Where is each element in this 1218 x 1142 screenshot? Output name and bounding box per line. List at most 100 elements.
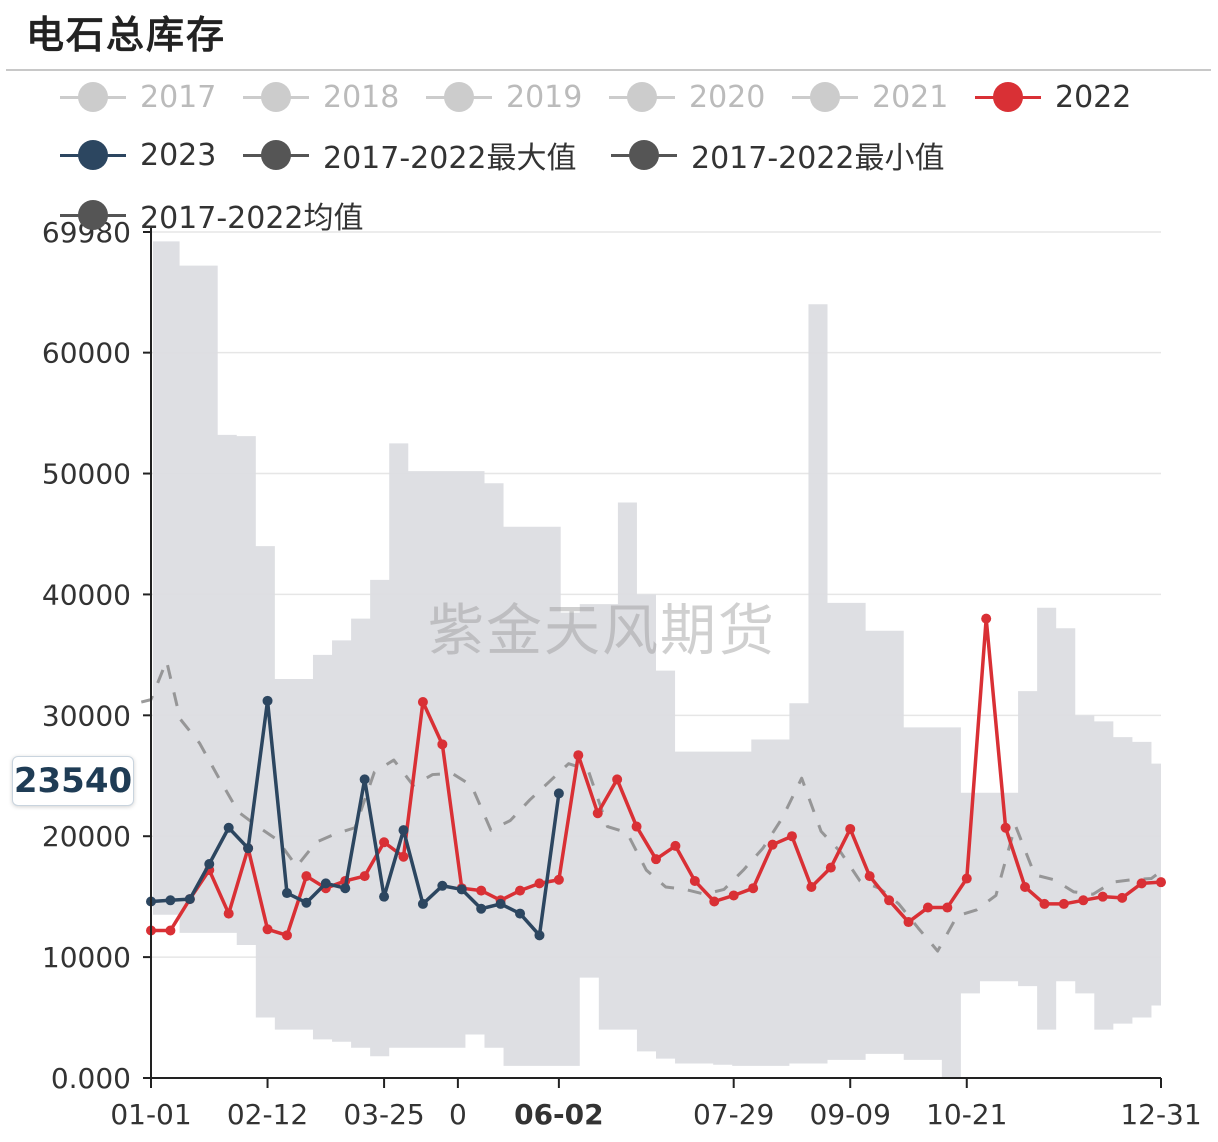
series-line-2023 xyxy=(150,699,561,938)
data-point-2023 xyxy=(204,859,215,870)
data-point-2022 xyxy=(573,750,584,761)
legend-marker-icon xyxy=(426,77,492,117)
data-point-2022 xyxy=(1097,891,1108,902)
legend-label: 2019 xyxy=(506,79,583,115)
data-point-2022 xyxy=(612,774,623,785)
y-tick-label: 10000 xyxy=(42,941,131,974)
data-point-2022 xyxy=(825,862,836,873)
data-point-2023 xyxy=(165,895,176,906)
legend-item-2022[interactable]: 2022 xyxy=(975,77,1131,117)
data-point-2022 xyxy=(670,840,681,851)
legend-item-2018[interactable]: 2018 xyxy=(243,77,399,117)
data-point-2023 xyxy=(184,894,195,905)
data-point-2022 xyxy=(942,902,953,913)
data-point-2022 xyxy=(1156,877,1166,888)
x-tick-label: 03-25 xyxy=(343,1098,424,1131)
data-point-2022 xyxy=(281,930,292,941)
data-point-2022 xyxy=(301,871,312,882)
legend-item-2019[interactable]: 2019 xyxy=(426,77,582,117)
data-point-2023 xyxy=(417,898,428,909)
data-point-2022 xyxy=(806,881,817,892)
x-tick-label: 0 xyxy=(449,1098,467,1131)
data-point-2023 xyxy=(359,774,370,785)
data-point-2022 xyxy=(1136,878,1147,889)
data-point-2022 xyxy=(1020,881,1031,892)
legend-item-2017-2022最大值[interactable]: 2017-2022最大值 xyxy=(243,135,577,176)
data-point-2022 xyxy=(223,908,234,919)
y-tick-label: 0.000 xyxy=(51,1062,131,1095)
data-point-2022 xyxy=(553,874,564,885)
data-point-2022 xyxy=(1078,895,1089,906)
data-point-2022 xyxy=(592,808,603,819)
data-point-2022 xyxy=(709,896,720,907)
legend-marker-icon xyxy=(60,135,126,175)
data-point-2023 xyxy=(437,880,448,891)
data-point-2022 xyxy=(1117,892,1128,903)
title-divider xyxy=(6,69,1211,71)
legend-label: 2023 xyxy=(140,137,217,173)
data-point-2023 xyxy=(320,878,331,889)
y-tick-label: 60000 xyxy=(42,337,131,370)
x-tick-label: 02-12 xyxy=(227,1098,308,1131)
data-point-2022 xyxy=(417,697,428,708)
data-point-2022 xyxy=(398,851,409,862)
data-point-2022 xyxy=(476,885,487,896)
data-point-2022 xyxy=(748,883,759,894)
legend-label: 2018 xyxy=(323,79,400,115)
legend-item-2017-2022均值[interactable]: 2017-2022均值 xyxy=(60,195,364,236)
y-tick-label: 50000 xyxy=(42,458,131,491)
legend-marker-icon xyxy=(243,135,309,175)
data-point-2022 xyxy=(437,739,448,750)
x-tick-label: 06-02 xyxy=(514,1098,604,1131)
legend-label: 2017 xyxy=(140,79,217,115)
legend-label: 2017-2022最小值 xyxy=(691,141,945,176)
data-point-2023 xyxy=(456,884,467,895)
legend-marker-icon xyxy=(609,77,675,117)
legend: 2017 2018 2019 2020 2021 2022 2023 2017-2022最大值… xyxy=(0,0,1218,250)
legend-item-2020[interactable]: 2020 xyxy=(609,77,765,117)
data-point-2022 xyxy=(359,871,370,882)
legend-label: 2017-2022均值 xyxy=(140,201,364,236)
legend-item-2021[interactable]: 2021 xyxy=(792,77,948,117)
data-point-2022 xyxy=(651,854,661,865)
legend-item-2017[interactable]: 2017 xyxy=(60,77,216,117)
watermark: 紫金天风期货 xyxy=(428,599,776,664)
data-point-2022 xyxy=(1000,822,1011,833)
y-axis-pointer-label: 23540 xyxy=(12,756,134,806)
data-point-2022 xyxy=(165,925,176,936)
data-point-2022 xyxy=(1039,898,1050,909)
data-point-2023 xyxy=(495,898,506,909)
data-point-2022 xyxy=(961,873,972,884)
data-point-2022 xyxy=(534,878,545,889)
data-point-2023 xyxy=(301,897,312,908)
legend-marker-icon xyxy=(975,77,1041,117)
data-point-2022 xyxy=(884,895,895,906)
data-point-2022 xyxy=(786,831,797,842)
legend-marker-icon xyxy=(243,77,309,117)
x-tick-label: 10-21 xyxy=(926,1098,1007,1131)
data-point-2022 xyxy=(767,839,778,850)
max-min-band xyxy=(153,241,1161,1078)
data-point-2022 xyxy=(922,902,933,913)
data-point-2022 xyxy=(903,917,914,928)
data-point-2022 xyxy=(262,924,273,935)
legend-marker-icon xyxy=(60,195,126,235)
x-tick-label: 09-09 xyxy=(810,1098,891,1131)
max-min-band-area xyxy=(153,241,1161,1078)
data-point-2023 xyxy=(534,930,545,941)
x-tick-label: 07-29 xyxy=(693,1098,774,1131)
data-point-2023 xyxy=(340,883,351,894)
legend-item-2017-2022最小值[interactable]: 2017-2022最小值 xyxy=(611,135,945,176)
data-point-2023 xyxy=(379,891,390,902)
data-point-2023 xyxy=(398,825,409,836)
legend-label: 2020 xyxy=(689,79,766,115)
legend-label: 2017-2022最大值 xyxy=(323,141,577,176)
y-tick-label: 40000 xyxy=(42,578,131,611)
page-title: 电石总库存 xyxy=(26,13,227,57)
data-point-2023 xyxy=(553,788,564,799)
legend-item-2023[interactable]: 2023 xyxy=(60,135,216,175)
data-point-2023 xyxy=(281,888,292,899)
data-point-2022 xyxy=(981,613,992,624)
data-point-2022 xyxy=(631,821,642,832)
